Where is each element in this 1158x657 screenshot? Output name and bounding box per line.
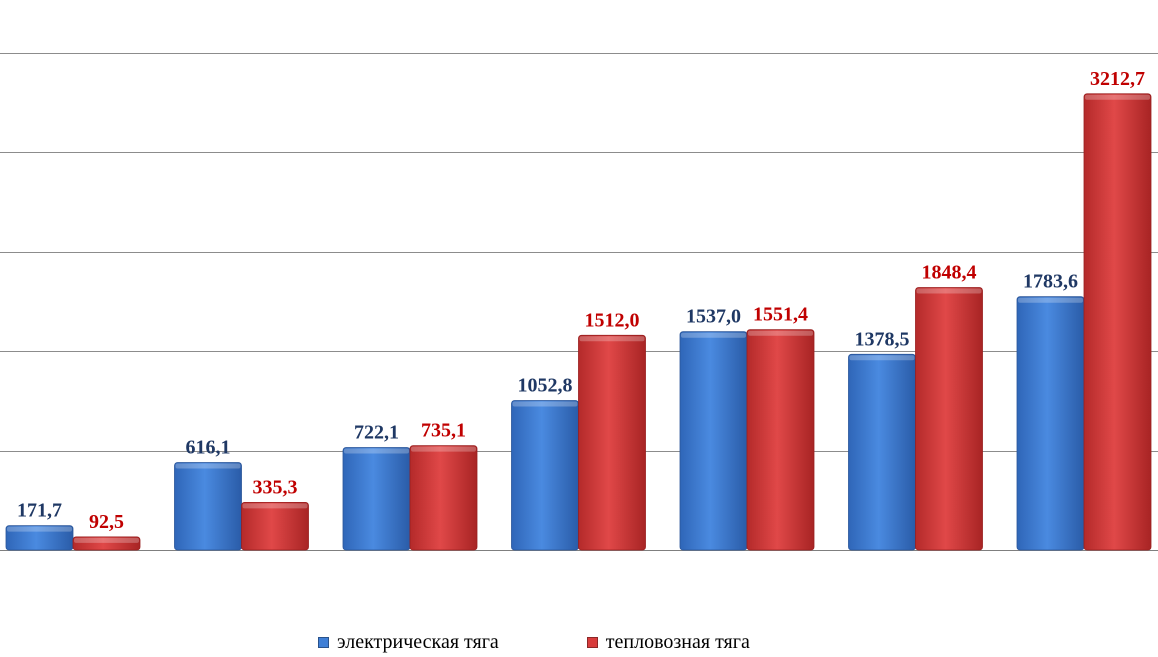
data-label-diesel-6: 1848,4 [922,262,977,284]
legend-item-diesel: тепловозная тяга [586,630,750,654]
data-label-electric-5: 1537,0 [686,306,741,328]
bar-highlight [411,446,476,452]
data-label-electric-6: 1378,5 [855,328,910,350]
data-label-electric-4: 1052,8 [518,375,573,397]
bars [5,93,1152,551]
legend-label-diesel: тепловозная тяга [605,630,750,653]
bar-electric-6 [848,353,916,551]
bar-diesel-3 [409,445,478,551]
legend-label-electric: электрическая тяга [337,630,499,653]
data-label-diesel-7: 3212,7 [1090,68,1145,90]
data-label-electric-2: 616,1 [186,437,231,459]
bar-highlight [748,330,813,336]
bar-highlight [7,526,72,532]
data-label-electric-7: 1783,6 [1023,271,1078,293]
data-label-diesel-5: 1551,4 [753,304,808,326]
legend: электрическая тяга тепловозная тяга [318,630,750,654]
bar-diesel-5 [746,329,815,551]
bar-highlight [74,537,139,543]
bar-electric-4 [511,400,579,551]
legend-item-electric: электрическая тяга [318,631,499,654]
bar-highlight [681,332,746,338]
bar-electric-2 [174,462,242,551]
bar-highlight [579,336,645,342]
data-label-diesel-2: 335,3 [253,476,298,498]
bar-electric-5 [679,331,748,551]
data-labels: 171,7 92,5 616,1 335,3 722,1 735,1 1052,8 1512,… [17,68,1145,533]
bar-highlight [1085,94,1150,100]
legend-swatch-diesel [586,636,598,648]
bar-electric-1 [5,525,74,551]
legend-swatch-electric [318,636,329,648]
bar-diesel-7 [1083,93,1152,551]
bar-highlight [512,401,578,407]
bar-highlight [849,355,915,361]
data-label-diesel-1: 92,5 [89,511,124,533]
bar-highlight [916,288,982,294]
bar-diesel-2 [241,501,309,551]
bar-chart-plot: 171,7 92,5 616,1 335,3 722,1 735,1 1052,8 1512,… [0,53,1158,551]
bar-highlight [344,448,409,454]
bar-highlight [175,463,241,469]
data-label-electric-3: 722,1 [354,422,399,444]
bar-diesel-4 [578,334,646,551]
data-label-diesel-4: 1512,0 [585,309,640,331]
bar-diesel-6 [915,287,983,551]
bar-highlight [1018,297,1083,303]
data-label-electric-1: 171,7 [17,500,62,522]
data-label-diesel-3: 735,1 [421,420,466,442]
bar-diesel-1 [72,536,141,551]
bar-highlight [242,503,308,509]
bar-electric-3 [342,447,411,551]
bar-electric-7 [1016,296,1085,551]
